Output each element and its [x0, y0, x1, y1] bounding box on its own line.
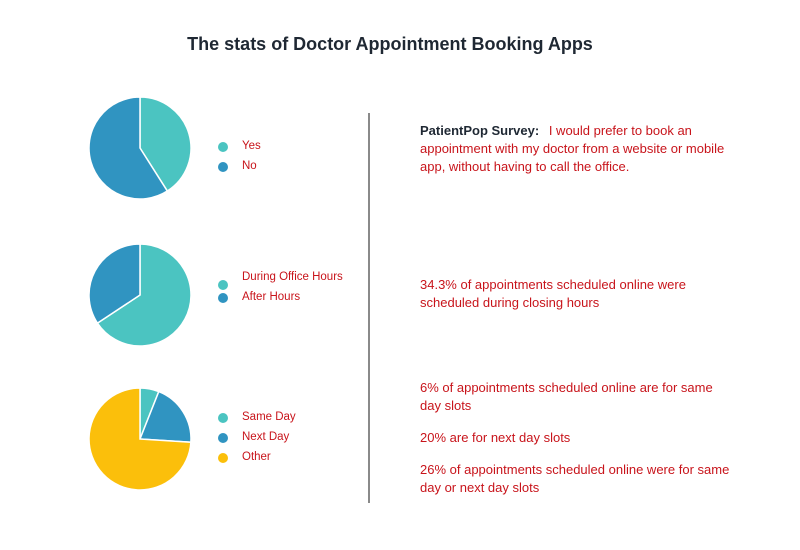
legend-dot-after-hours: [218, 293, 228, 303]
page-title: The stats of Doctor Appointment Booking …: [187, 34, 593, 54]
legend-dot-next-day: [218, 433, 228, 443]
legend-item-office-hours: During Office Hours: [218, 270, 352, 290]
legend-label-office-hours: During Office Hours: [242, 271, 343, 283]
survey-label: PatientPop Survey:: [420, 123, 540, 138]
legend-label-after-hours: After Hours: [242, 291, 301, 303]
legend-preference: Yes No: [218, 139, 261, 179]
same-day-stat: 6% of appointments scheduled online are …: [420, 380, 713, 413]
after-hours-stat: 34.3% of appointments scheduled online w…: [420, 276, 730, 312]
legend-item-yes: Yes: [218, 139, 261, 154]
legend-label-same-day: Same Day: [242, 411, 296, 423]
pie-slice-after-hours: [88, 243, 141, 325]
legend-label-other: Other: [242, 451, 271, 463]
legend-hours: During Office Hours After Hours: [218, 270, 352, 310]
legend-item-other: Other: [218, 450, 296, 465]
legend-label-no: No: [242, 160, 257, 172]
legend-item-same-day: Same Day: [218, 410, 296, 425]
legend-dot-office-hours: [218, 280, 228, 290]
slot-stats-block: 6% of appointments scheduled online are …: [420, 379, 730, 511]
pie-slice-no: [88, 96, 169, 200]
vertical-divider: [368, 113, 370, 503]
pie-svg-slots: [88, 387, 192, 491]
legend-label-next-day: Next Day: [242, 431, 290, 443]
pie-slice-during-office-hours: [96, 243, 192, 347]
legend-dot-no: [218, 162, 228, 172]
legend-slots: Same Day Next Day Other: [218, 410, 296, 470]
legend-item-after-hours: After Hours: [218, 290, 352, 305]
survey-text-block: PatientPop Survey: I would prefer to boo…: [420, 122, 730, 176]
legend-item-next-day: Next Day: [218, 430, 296, 445]
after-hours-stat-text: 34.3% of appointments scheduled online w…: [420, 277, 686, 310]
legend-label-yes: Yes: [242, 140, 261, 152]
legend-item-no: No: [218, 159, 261, 174]
pie-chart-hours: [88, 243, 192, 347]
combined-stat: 26% of appointments scheduled online wer…: [420, 462, 730, 495]
legend-dot-same-day: [218, 413, 228, 423]
pie-svg-hours: [88, 243, 192, 347]
next-day-stat: 20% are for next day slots: [420, 430, 571, 445]
pie-chart-slots: [88, 387, 192, 491]
survey-quote: I would prefer to book an appointment wi…: [420, 123, 725, 174]
pie-slice-next-day: [138, 390, 192, 443]
pie-slice-other: [88, 387, 192, 491]
pie-chart-preference: [88, 96, 192, 200]
pie-svg-preference: [88, 96, 192, 200]
legend-dot-other: [218, 453, 228, 463]
legend-dot-yes: [218, 142, 228, 152]
